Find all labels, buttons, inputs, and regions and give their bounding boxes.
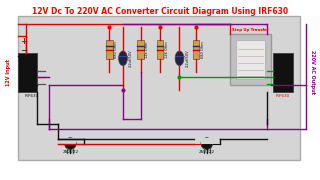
Ellipse shape: [201, 138, 212, 149]
FancyBboxPatch shape: [156, 40, 164, 59]
Text: 2N2222: 2N2222: [62, 150, 78, 154]
Text: 12K Ohm: 12K Ohm: [165, 41, 169, 58]
FancyBboxPatch shape: [65, 138, 76, 144]
FancyBboxPatch shape: [18, 16, 300, 160]
Text: IRF630: IRF630: [24, 94, 38, 98]
Text: IRF630: IRF630: [276, 94, 290, 98]
FancyBboxPatch shape: [273, 53, 292, 92]
Text: +: +: [20, 37, 27, 46]
FancyBboxPatch shape: [230, 34, 271, 85]
Ellipse shape: [175, 51, 184, 66]
FancyBboxPatch shape: [18, 53, 37, 92]
Text: −: −: [20, 46, 27, 55]
FancyBboxPatch shape: [236, 40, 265, 79]
Text: 680 Ohm: 680 Ohm: [201, 41, 205, 58]
FancyBboxPatch shape: [106, 40, 113, 59]
FancyBboxPatch shape: [201, 138, 212, 144]
Text: 12V Dc To 220V AC Converter Circuit Diagram Using IRF630: 12V Dc To 220V AC Converter Circuit Diag…: [32, 7, 288, 16]
Text: 2.2uf/50V: 2.2uf/50V: [129, 50, 133, 67]
Text: 12V Input: 12V Input: [6, 59, 12, 86]
Ellipse shape: [119, 51, 127, 66]
Ellipse shape: [65, 138, 76, 149]
Text: 2.2uf/50V: 2.2uf/50V: [185, 50, 189, 67]
Text: 2N2222: 2N2222: [199, 150, 215, 154]
Text: 220V AC Output: 220V AC Output: [309, 50, 315, 94]
FancyBboxPatch shape: [137, 40, 144, 59]
Text: 12k Ohm: 12k Ohm: [145, 41, 149, 58]
FancyBboxPatch shape: [193, 40, 199, 59]
Text: Step Up Transfer: Step Up Transfer: [232, 28, 269, 31]
Text: 680 Ohm: 680 Ohm: [114, 41, 118, 58]
